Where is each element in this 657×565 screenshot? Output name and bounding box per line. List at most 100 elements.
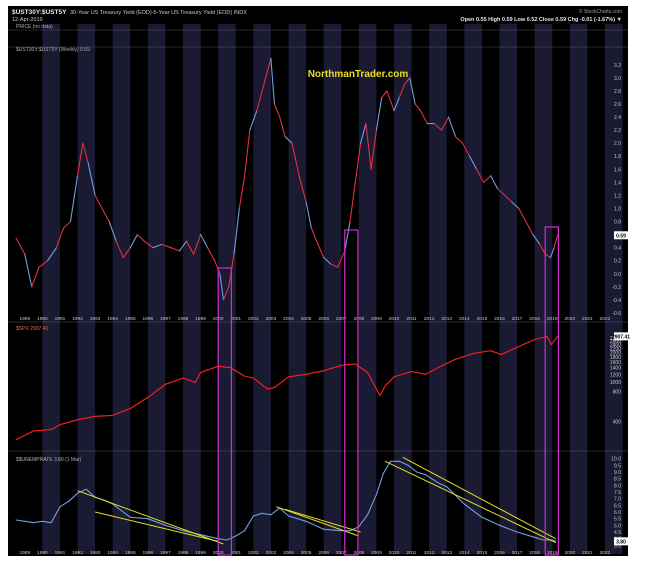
series-segment xyxy=(129,396,149,410)
series-segment xyxy=(550,335,559,346)
series-segment xyxy=(207,247,216,262)
series-segment xyxy=(270,57,275,105)
series-segment xyxy=(68,492,79,502)
y-tick-label: 1.6 xyxy=(614,167,621,173)
x-tick-label: 2021 xyxy=(582,316,593,322)
year-band xyxy=(534,24,553,554)
y-tick-label: 6.0 xyxy=(614,510,621,516)
series-segment xyxy=(15,519,26,522)
x-tick-label: 2018 xyxy=(529,316,540,322)
x-tick-label: 2006 xyxy=(318,550,329,556)
x-tick-label: 1998 xyxy=(178,550,189,556)
last-value-label: 3.80 xyxy=(616,539,626,545)
series-segment xyxy=(69,175,79,223)
series-segment xyxy=(50,424,61,431)
series-segment xyxy=(454,136,464,144)
year-band xyxy=(183,24,201,554)
series-segment xyxy=(323,364,342,372)
series-segment xyxy=(409,77,416,105)
year-band xyxy=(569,24,588,554)
series-segment xyxy=(214,260,221,275)
x-tick-label: 1996 xyxy=(143,316,154,322)
year-band xyxy=(358,24,377,554)
series-segment xyxy=(87,162,96,196)
series-segment xyxy=(298,175,307,203)
highlight-box xyxy=(344,229,359,556)
series-segment xyxy=(393,96,400,112)
series-segment xyxy=(217,365,232,369)
series-segment xyxy=(136,234,145,242)
series-segment xyxy=(164,377,184,385)
series-segment xyxy=(367,371,381,397)
x-tick-label: 1990 xyxy=(37,550,48,556)
series-segment xyxy=(244,515,254,532)
series-segment xyxy=(200,234,209,249)
series-segment xyxy=(419,109,428,125)
y-tick-label: 7.5 xyxy=(614,490,621,496)
series-segment xyxy=(85,488,96,498)
series-segment xyxy=(414,103,421,112)
series-segment xyxy=(82,142,89,164)
x-tick-label: 2005 xyxy=(301,550,312,556)
x-tick-label: 2022 xyxy=(600,550,611,556)
y-tick-label: 0.0 xyxy=(614,272,621,278)
series-segment xyxy=(483,175,492,183)
year-band xyxy=(288,24,307,554)
y-tick-label: 1.4 xyxy=(614,180,621,186)
last-value-box xyxy=(614,332,628,341)
y-tick-label: 5.5 xyxy=(614,517,621,523)
y-tick-label: 1.2 xyxy=(614,193,621,199)
x-tick-label: 2001 xyxy=(230,316,241,322)
series-segment xyxy=(337,250,346,268)
x-tick-label: 2012 xyxy=(424,316,435,322)
series-segment xyxy=(516,531,536,538)
series-segment xyxy=(287,373,307,378)
x-tick-label: 1989 xyxy=(19,316,30,322)
series-segment xyxy=(112,503,123,512)
year-band xyxy=(218,24,236,554)
series-segment xyxy=(59,500,70,508)
series-segment xyxy=(15,430,35,441)
series-segment xyxy=(31,266,40,288)
year-band xyxy=(253,24,271,554)
series-segment xyxy=(47,247,57,262)
series-segment xyxy=(379,385,386,397)
x-tick-label: 2020 xyxy=(564,316,575,322)
x-tick-label: 2013 xyxy=(441,550,452,556)
series-segment xyxy=(551,539,557,542)
x-tick-label: 1994 xyxy=(107,550,118,556)
y-tick-label: 0.8 xyxy=(614,220,621,226)
y-tick-label: 9.5 xyxy=(614,463,621,469)
series-segment xyxy=(38,260,49,268)
series-segment xyxy=(24,520,35,524)
series-segment xyxy=(15,237,26,255)
y-tick-label: 400 xyxy=(613,419,622,425)
chart-symbol: $UST30Y:$UST5Y xyxy=(12,9,67,16)
series-segment xyxy=(511,201,520,210)
series-segment xyxy=(354,363,369,374)
series-segment xyxy=(344,221,351,252)
series-segment xyxy=(375,96,383,131)
series-segment xyxy=(62,221,72,229)
y-tick-label: 3.2 xyxy=(614,63,621,69)
x-tick-label: 1999 xyxy=(195,550,206,556)
unemployment-panel: 3.54.04.55.05.56.06.57.07.58.08.59.09.51… xyxy=(15,457,628,549)
spread-panel: -0.6-0.4-0.20.00.20.40.60.81.01.21.41.61… xyxy=(15,57,628,317)
series-segment xyxy=(305,201,312,229)
x-tick-label: 1995 xyxy=(125,550,136,556)
series-segment xyxy=(238,175,246,210)
chart-background xyxy=(8,6,628,556)
series-segment xyxy=(24,253,33,288)
year-band xyxy=(429,24,447,554)
series-segment xyxy=(354,142,362,183)
x-tick-label: 2017 xyxy=(512,550,523,556)
year-band xyxy=(323,24,342,554)
series-segment xyxy=(425,367,439,375)
y-tick-label: -0.2 xyxy=(612,285,621,291)
weekly-legend: $UST30Y:$UST5Y (Weekly) 0.59 xyxy=(16,47,90,53)
series-segment xyxy=(546,335,552,346)
y-tick-label: 1400 xyxy=(610,366,621,372)
series-segment xyxy=(235,530,246,537)
x-tick-label: 2010 xyxy=(389,550,400,556)
